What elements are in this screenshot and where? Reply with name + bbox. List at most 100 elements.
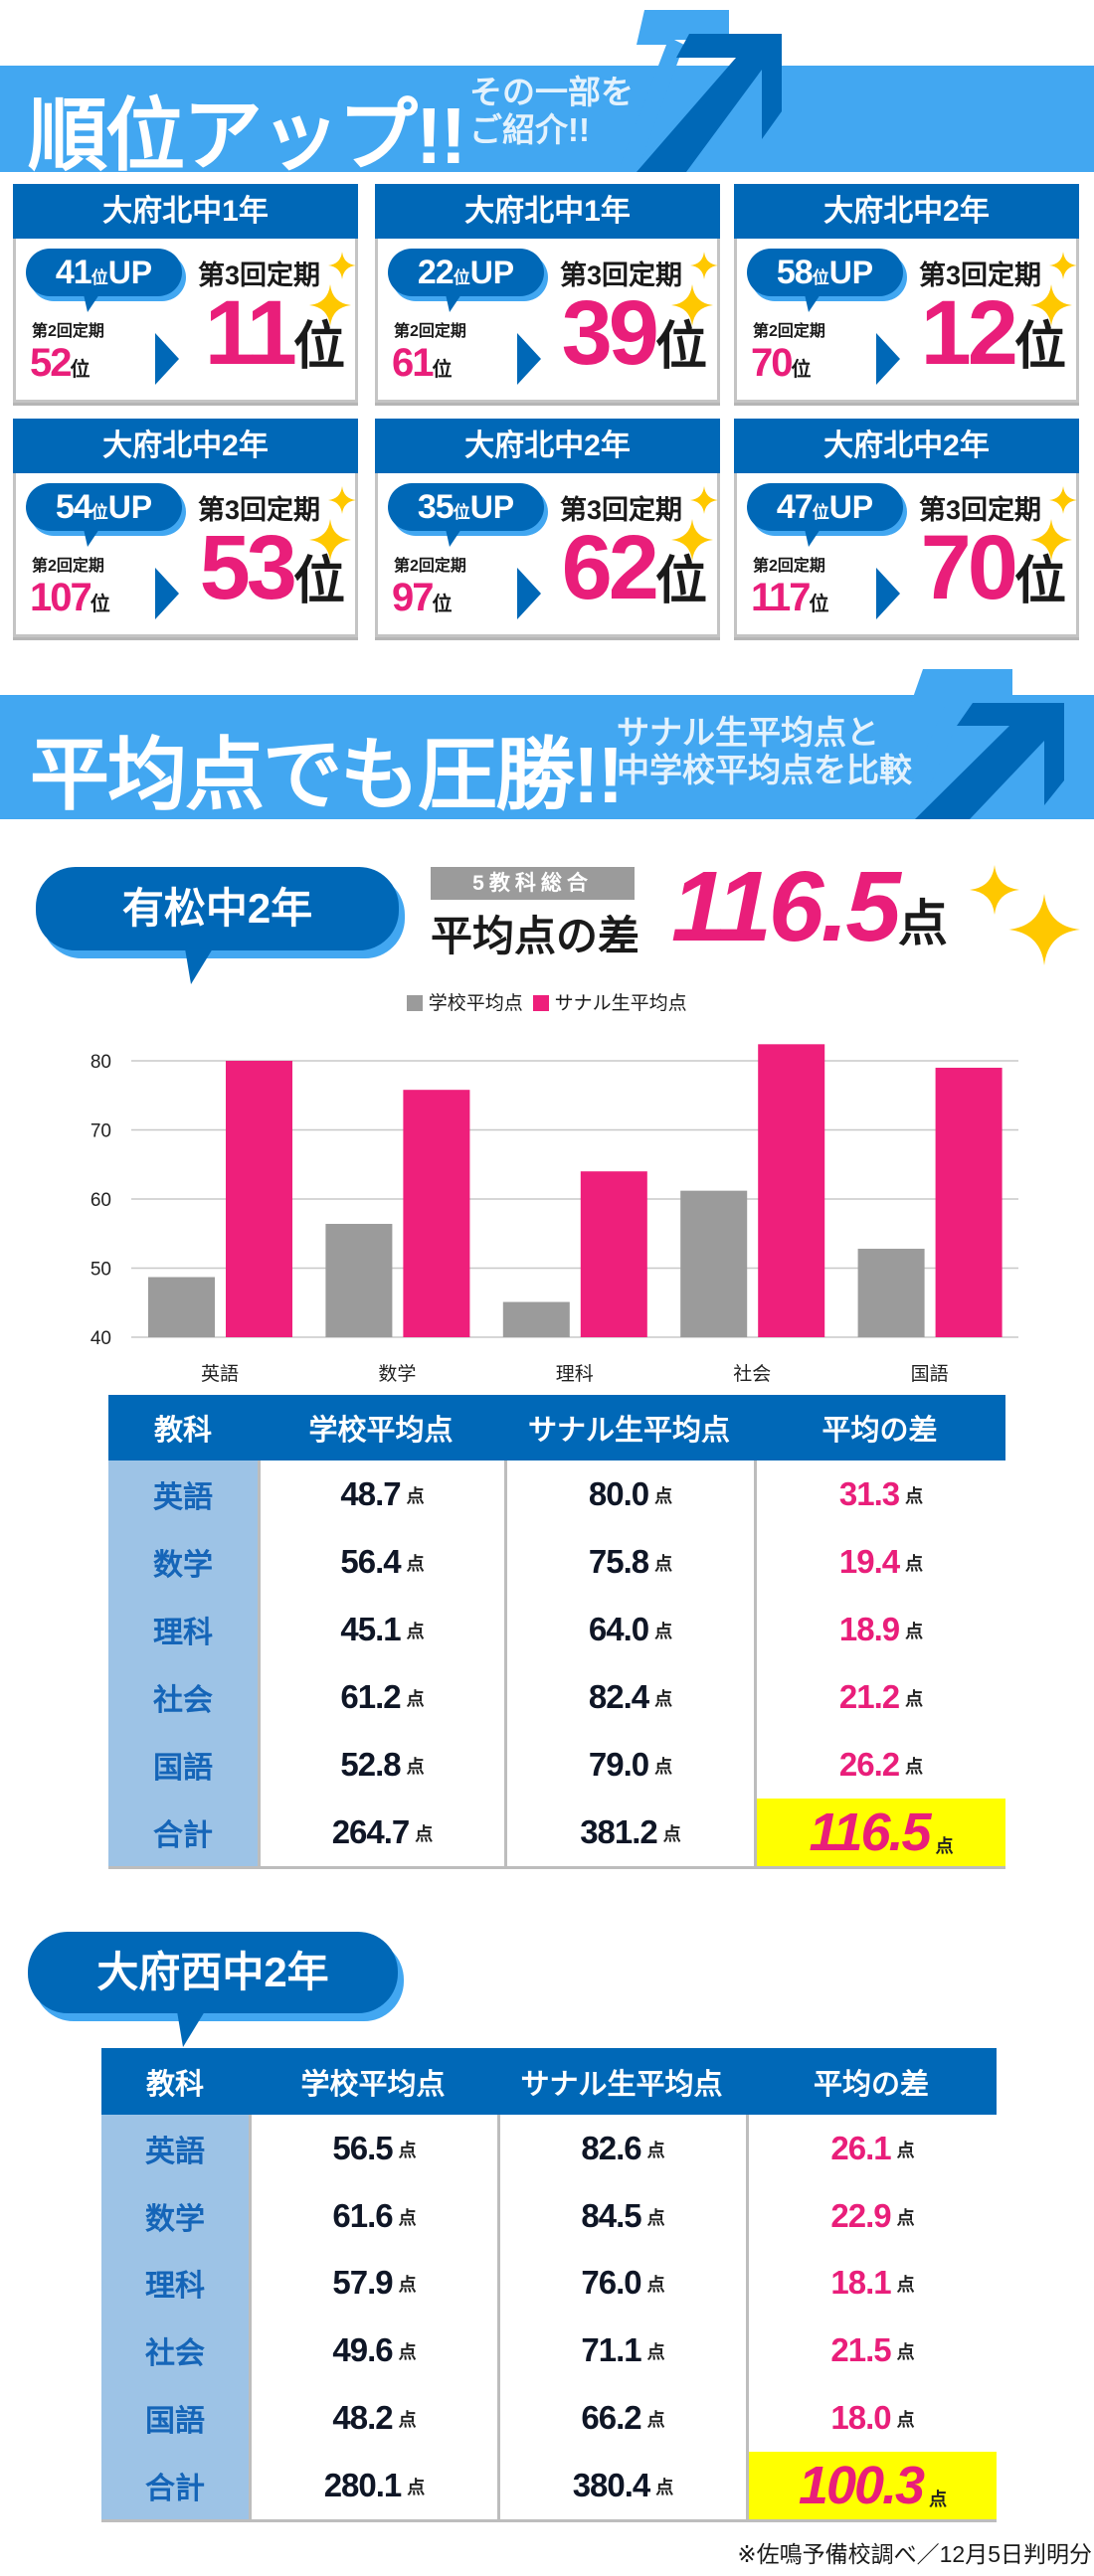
score-cell: 75.8 点	[504, 1528, 754, 1596]
score-value: 61.2	[340, 1678, 401, 1715]
arrow-right-icon	[155, 333, 179, 385]
legend-label-school: 学校平均点	[428, 993, 523, 1014]
score-cell: 84.5 点	[497, 2181, 746, 2250]
previous-rank: 70位	[751, 341, 812, 386]
score-value: 82.6	[581, 2129, 641, 2166]
score-value: 61.6	[332, 2196, 393, 2234]
card-school-name: 大府北中2年	[13, 419, 358, 473]
current-rank-unit: 位	[654, 553, 707, 610]
previous-rank: 61位	[392, 341, 453, 386]
previous-rank-value: 97	[392, 576, 434, 619]
score-cell: 61.6 点	[249, 2181, 497, 2250]
previous-rank-value: 61	[392, 341, 434, 385]
rank-up-badge: 47位UP	[747, 483, 903, 547]
subject-cell: 国語	[101, 2384, 249, 2452]
score-unit: 点	[654, 1689, 673, 1709]
sparkle-icon	[1008, 894, 1080, 965]
current-rank-unit: 位	[292, 318, 345, 376]
score-cell: 381.2 点	[504, 1799, 754, 1866]
card-school-name: 大府北中2年	[734, 419, 1079, 473]
rank-up-label: UP	[107, 489, 153, 525]
current-rank: 39位	[562, 287, 707, 379]
score-cell: 31.3 点	[754, 1460, 1005, 1528]
previous-rank-unit: 位	[432, 594, 453, 615]
score-cell: 82.4 点	[504, 1663, 754, 1731]
rank-card: 大府北中2年 35位UP 第3回定期 第2回定期 97位 62位	[375, 419, 720, 637]
previous-exam-label: 第2回定期	[753, 558, 825, 575]
score-unit: 点	[415, 1824, 434, 1844]
x-category-label: 英語	[201, 1363, 239, 1385]
subject-cell: 社会	[108, 1663, 258, 1731]
rank-up-badge: 41位UP	[26, 249, 182, 312]
current-exam-label: 第3回定期	[198, 260, 321, 290]
score-unit: 点	[398, 2207, 417, 2228]
score-unit: 点	[905, 1554, 924, 1574]
score-cell: 18.9 点	[754, 1596, 1005, 1663]
sparkle-icon	[671, 519, 713, 561]
total-diff-unit: 点	[897, 896, 948, 951]
score-cell: 48.2 点	[249, 2384, 497, 2452]
score-cell: 52.8 点	[258, 1731, 504, 1799]
score-cell: 21.5 点	[746, 2317, 997, 2385]
current-rank: 53位	[200, 522, 345, 613]
previous-rank-value: 52	[30, 341, 72, 385]
rank-up-unit: 位	[812, 503, 829, 522]
legend-swatch-school	[407, 995, 424, 1011]
score-unit: 点	[646, 2409, 665, 2430]
arrow-right-icon	[876, 333, 900, 385]
score-value: 76.0	[581, 2264, 641, 2302]
score-value: 79.0	[588, 1746, 649, 1783]
score-unit: 点	[662, 1824, 681, 1844]
rank-up-label: UP	[828, 255, 874, 290]
rank-card: 大府北中2年 47位UP 第3回定期 第2回定期 117位 70位	[734, 419, 1079, 637]
previous-exam-label: 第2回定期	[394, 558, 466, 575]
table-header: 学校平均点	[249, 2048, 497, 2115]
rank-up-badge: 58位UP	[747, 249, 903, 312]
rank-card: 大府北中2年 58位UP 第3回定期 第2回定期 70位 12位	[734, 184, 1079, 403]
bar-sanaru	[758, 1044, 825, 1337]
score-value: 80.0	[588, 1475, 649, 1512]
score-unit: 点	[654, 1554, 673, 1574]
score-value: 56.5	[332, 2129, 393, 2166]
bar-school	[325, 1224, 393, 1337]
score-value: 64.0	[588, 1611, 649, 1647]
rank-up-subtitle: その一部を ご紹介!!	[469, 74, 634, 149]
rank-up-count: 47	[776, 488, 814, 526]
average-subtitle: サナル生平均点と 中学校平均点を比較	[617, 714, 912, 789]
rank-up-count: 35	[417, 488, 455, 526]
rank-up-count: 54	[55, 488, 92, 526]
y-tick-label: 60	[91, 1190, 111, 1211]
score-value: 52.8	[340, 1746, 401, 1783]
previous-rank-unit: 位	[432, 359, 453, 381]
sparkle-icon	[1030, 519, 1072, 561]
legend-swatch-sanaru	[533, 995, 550, 1011]
x-category-label: 数学	[378, 1363, 416, 1385]
score-cell: 21.2 点	[754, 1663, 1005, 1731]
score-value: 18.0	[830, 2399, 891, 2437]
score-value: 18.1	[830, 2264, 891, 2302]
chart-legend: 学校平均点 サナル生平均点	[0, 988, 1094, 1015]
current-rank-value: 62	[561, 517, 659, 618]
score-cell: 19.4 点	[754, 1528, 1005, 1596]
score-cell: 380.4 点	[497, 2451, 746, 2519]
subject-cell: 合計	[101, 2451, 249, 2519]
subject-cell: 理科	[108, 1596, 258, 1663]
score-unit: 点	[935, 1836, 954, 1856]
score-value: 381.2	[580, 1813, 658, 1850]
x-category-label: 社会	[733, 1363, 771, 1385]
score-cell: 116.5 点	[754, 1799, 1005, 1866]
score-unit: 点	[654, 1757, 673, 1777]
current-rank: 11位	[205, 287, 345, 379]
score-value: 264.7	[331, 1813, 411, 1850]
score-value: 56.4	[340, 1543, 401, 1580]
score-unit: 点	[398, 2409, 417, 2430]
current-rank: 62位	[562, 522, 707, 613]
score-unit: 点	[406, 1486, 425, 1506]
up-arrow-icon	[618, 10, 782, 172]
score-cell: 18.0 点	[746, 2384, 997, 2452]
school1-score-table: 教科 学校平均点 サナル生平均点 平均の差 英語 48.7 点 80.0 点 31.3 点数学 56.…	[108, 1395, 1005, 1869]
arrow-right-icon	[876, 568, 900, 619]
sparkle-icon	[690, 486, 718, 514]
score-value: 82.4	[588, 1678, 649, 1715]
score-value: 48.7	[340, 1475, 401, 1512]
